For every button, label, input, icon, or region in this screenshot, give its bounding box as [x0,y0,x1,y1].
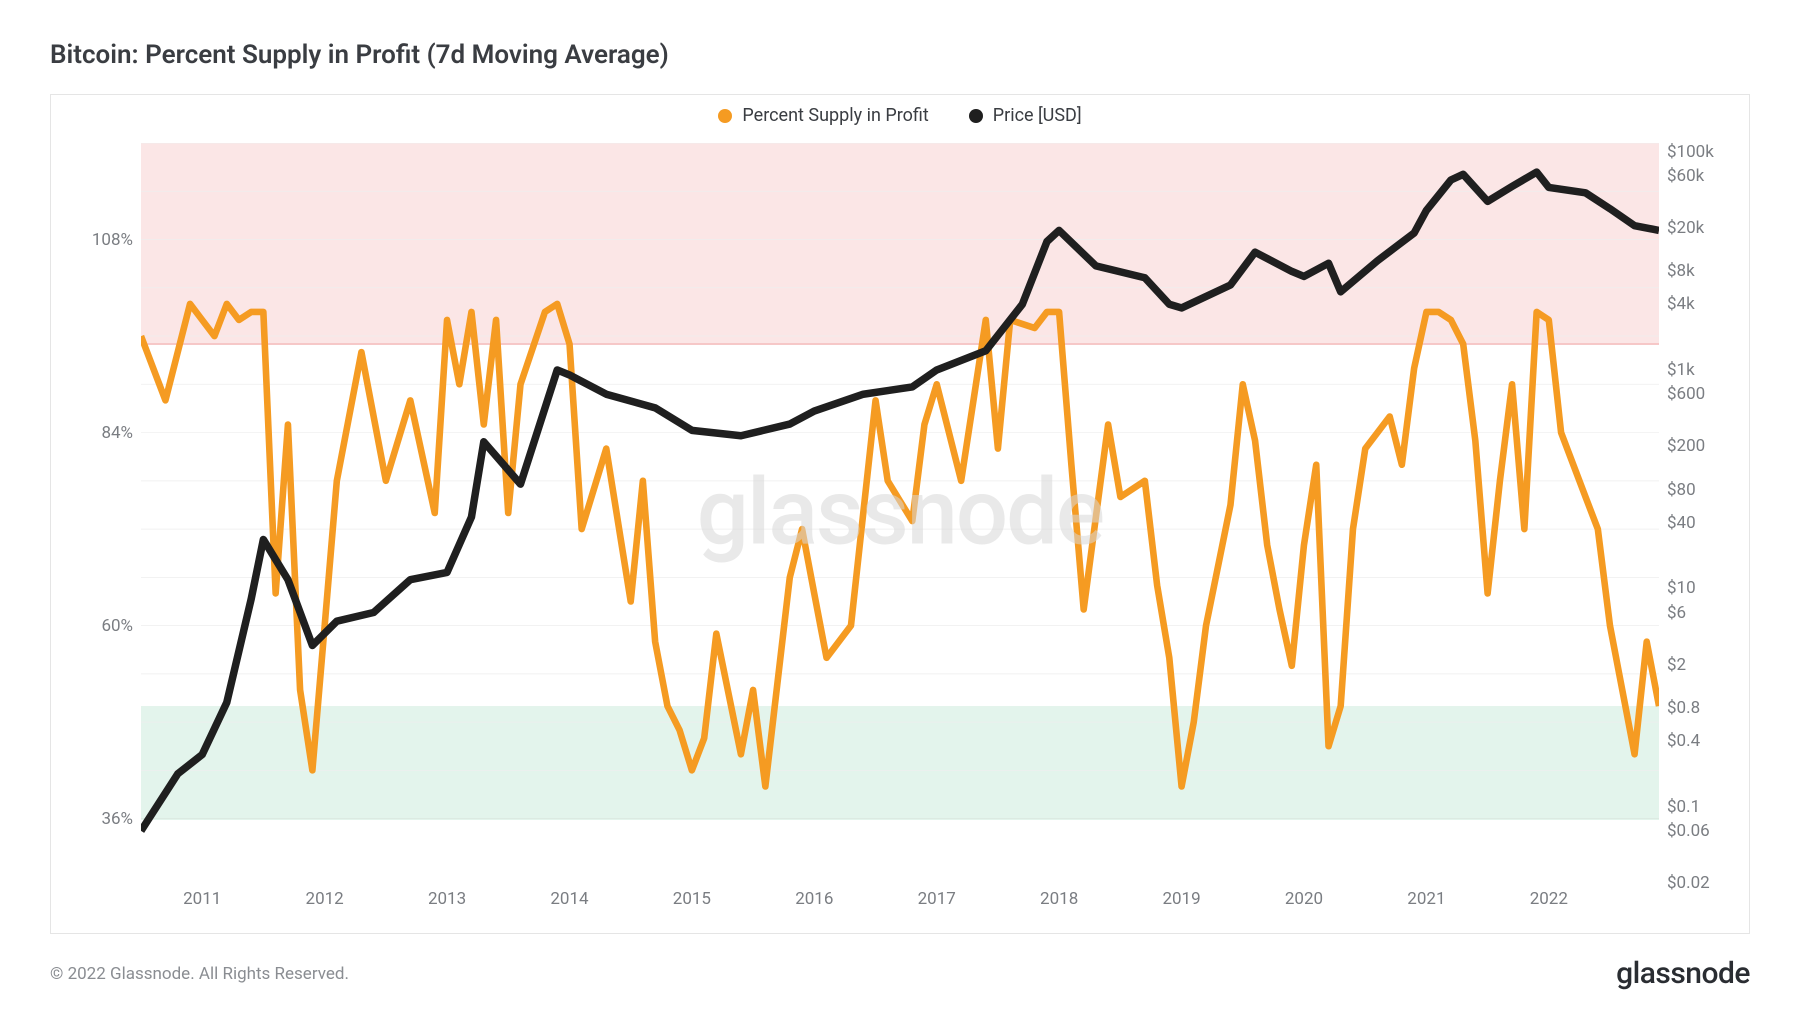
y-axis-right: $0.02$0.06$0.1$0.4$0.8$2$6$10$40$80$200$… [1667,143,1737,883]
brand-logo: glassnode [1616,956,1750,991]
y-axis-left: 36%60%84%108% [63,143,133,883]
legend-label-price: Price [USD] [993,105,1082,126]
plot-area: glassnode [141,143,1659,883]
footer: © 2022 Glassnode. All Rights Reserved. g… [50,956,1750,991]
legend-item-price: Price [USD] [969,105,1082,126]
legend-dot-price [969,109,983,123]
x-axis: 2011201220132014201520162017201820192020… [141,889,1659,919]
legend-item-supply: Percent Supply in Profit [718,105,928,126]
plot-svg [141,143,1659,883]
copyright: © 2022 Glassnode. All Rights Reserved. [50,964,349,984]
legend-dot-supply [718,109,732,123]
chart-title: Bitcoin: Percent Supply in Profit (7d Mo… [50,40,1750,70]
legend: Percent Supply in Profit Price [USD] [51,105,1749,126]
chart-frame: Percent Supply in Profit Price [USD] 36%… [50,94,1750,934]
legend-label-supply: Percent Supply in Profit [742,105,928,126]
